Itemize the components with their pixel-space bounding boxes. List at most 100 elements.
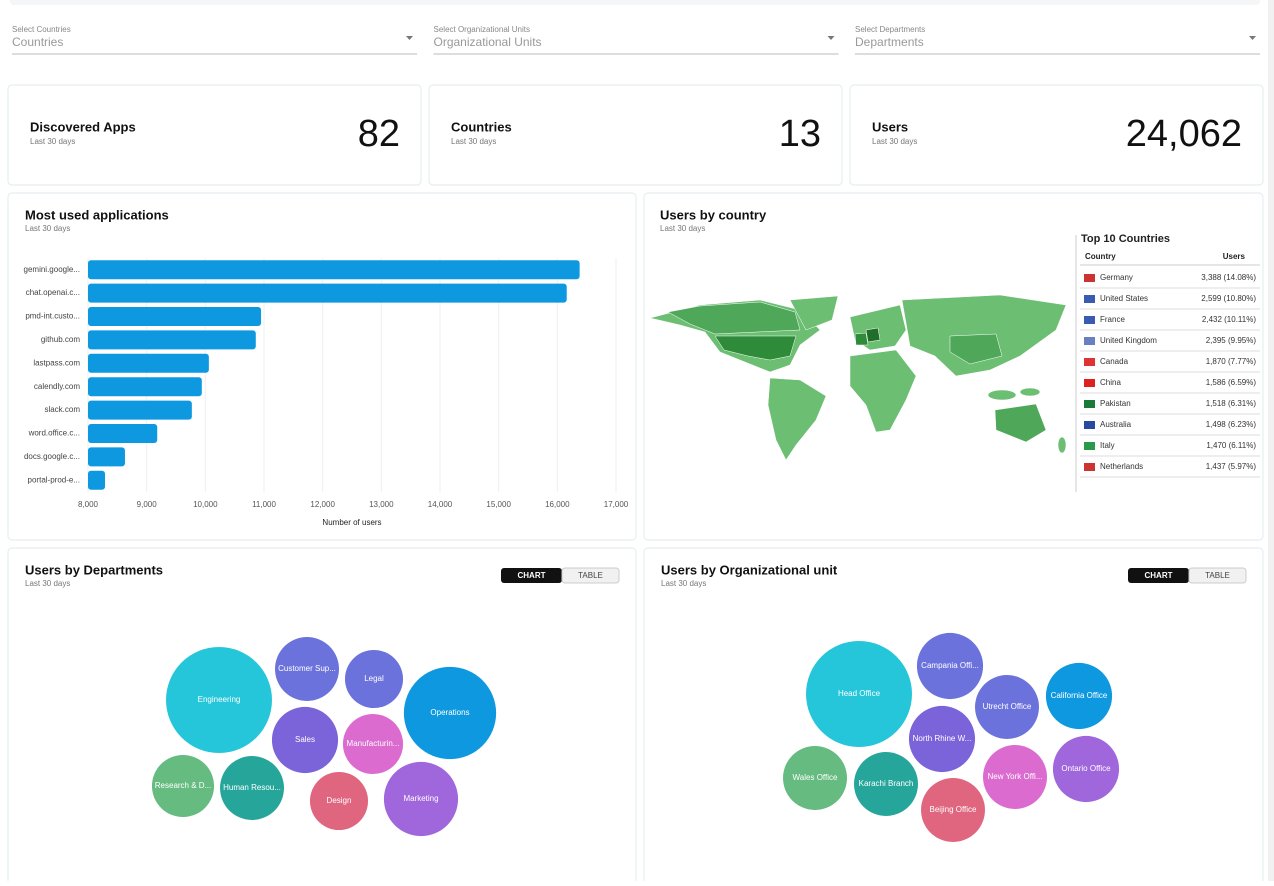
- bubble: [403, 666, 497, 760]
- bubble: [220, 756, 284, 820]
- x-tick-label: 8,000: [78, 500, 99, 509]
- filter-placeholder: Departments: [855, 35, 924, 49]
- bubble: [806, 641, 912, 747]
- bubble: [975, 675, 1039, 739]
- flag-icon: [1084, 463, 1095, 471]
- bubble: [921, 778, 985, 842]
- bubble-label: California Office: [1051, 691, 1108, 700]
- country-users: 1,470 (6.11%): [1206, 441, 1256, 450]
- country-users: 2,599 (10.80%): [1201, 294, 1256, 303]
- country-name: United Kingdom: [1100, 336, 1157, 345]
- panel-title: Most used applications: [25, 207, 169, 222]
- country-name: United States: [1100, 294, 1148, 303]
- dropdown-arrow: [827, 36, 835, 40]
- bubble-label: Legal: [364, 674, 384, 683]
- bubble: [916, 632, 984, 700]
- kpi-title: Countries: [451, 119, 512, 134]
- bubble: [854, 752, 918, 816]
- kpi-card: [7, 84, 422, 186]
- kpi-title: Users: [872, 119, 908, 134]
- y-tick-label: gemini.google...: [24, 265, 80, 274]
- bubble-label: Operations: [430, 708, 469, 717]
- x-tick-label: 17,000: [604, 500, 629, 509]
- bar: [88, 307, 262, 326]
- filter-placeholder: Organizational Units: [434, 35, 542, 49]
- bar: [88, 400, 192, 420]
- bubble-label: Head Office: [838, 689, 881, 698]
- kpi-card: [428, 84, 843, 186]
- toggle-chart[interactable]: [1128, 568, 1189, 583]
- bubble-label: Karachi Branch: [859, 779, 914, 788]
- x-tick-label: 15,000: [486, 500, 511, 509]
- country-users: 3,388 (14.08%): [1201, 273, 1256, 282]
- dropdown-arrow: [1249, 36, 1256, 40]
- bubble-label: Engineering: [198, 695, 241, 704]
- toggle-table[interactable]: [1188, 567, 1247, 584]
- bubble-label: Customer Sup...: [278, 664, 336, 673]
- y-tick-label: docs.google.c...: [24, 452, 80, 461]
- filter-placeholder: Countries: [12, 35, 63, 49]
- bar: [88, 353, 209, 373]
- bar: [88, 424, 158, 443]
- x-tick-label: 14,000: [428, 500, 453, 509]
- flag-icon: [1084, 421, 1095, 429]
- kpi-title: Discovered Apps: [30, 119, 136, 134]
- toggle-label: CHART: [518, 571, 546, 580]
- bubble-label: Design: [327, 796, 352, 805]
- flag-icon: [1084, 316, 1095, 324]
- y-tick-label: portal-prod-e...: [28, 475, 80, 484]
- flag-icon: [1084, 400, 1095, 408]
- y-tick-label: pmd-int.custo...: [25, 312, 80, 321]
- x-tick-label: 16,000: [545, 500, 570, 509]
- country-name: China: [1100, 378, 1121, 387]
- y-tick-label: word.office.c...: [28, 429, 80, 438]
- x-tick-label: 11,000: [252, 500, 276, 509]
- panel-subtitle: Last 30 days: [660, 224, 705, 233]
- country-users: 1,437 (5.97%): [1206, 462, 1257, 471]
- bar: [88, 330, 256, 350]
- kpi-value: 13: [779, 113, 821, 155]
- flag-icon: [1084, 379, 1095, 387]
- table-title: Top 10 Countries: [1081, 233, 1170, 245]
- filter-select[interactable]: [12, 22, 417, 55]
- kpi-value: 24,062: [1126, 113, 1242, 155]
- country-users: 1,498 (6.23%): [1206, 420, 1257, 429]
- kpi-card: [849, 84, 1264, 186]
- country-name: Italy: [1100, 441, 1115, 450]
- bar: [88, 260, 580, 280]
- filter-label: Select Departments: [855, 25, 925, 34]
- toggle-label: CHART: [1145, 571, 1173, 580]
- country-users: 1,518 (6.31%): [1206, 399, 1257, 408]
- bubble-label: Ontario Office: [1061, 764, 1111, 773]
- bar: [88, 447, 125, 467]
- country-name: Australia: [1100, 420, 1132, 429]
- bubble-label: Human Resou...: [223, 783, 281, 792]
- bubble-label: Wales Office: [793, 773, 838, 782]
- world-map: [649, 294, 1067, 461]
- bubble-label: North Rhine W...: [913, 734, 972, 743]
- y-tick-label: lastpass.com: [33, 358, 80, 367]
- toggle-chart[interactable]: [501, 568, 562, 583]
- toggle-label: TABLE: [578, 571, 603, 580]
- filter-label: Select Organizational Units: [434, 25, 531, 34]
- x-tick-label: 10,000: [193, 500, 218, 509]
- toggle-table[interactable]: [561, 567, 620, 584]
- panel-subtitle: Last 30 days: [25, 224, 70, 233]
- country-users: 1,870 (7.77%): [1206, 357, 1257, 366]
- filter-label: Select Countries: [12, 25, 71, 34]
- bubble: [344, 649, 404, 709]
- bubble-label: Campania Offi...: [921, 661, 979, 670]
- top-bar: [10, 0, 1260, 5]
- bar: [88, 470, 106, 490]
- bubble: [783, 746, 847, 810]
- bubble-label: Beijing Office: [930, 805, 978, 814]
- country-users: 2,432 (10.11%): [1202, 315, 1256, 324]
- panel-title: Users by Organizational unit: [661, 562, 838, 577]
- bubble: [983, 745, 1047, 809]
- kpi-subtitle: Last 30 days: [872, 137, 917, 146]
- flag-icon: [1084, 274, 1095, 282]
- country-name: France: [1100, 315, 1125, 324]
- dropdown-arrow: [406, 36, 413, 40]
